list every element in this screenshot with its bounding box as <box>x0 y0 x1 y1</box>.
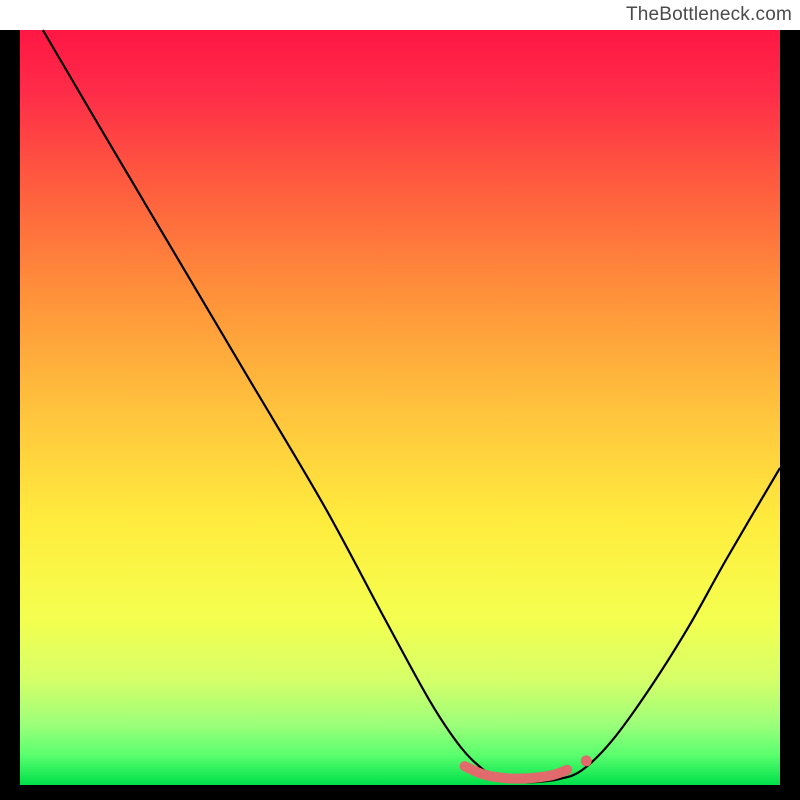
bottleneck-curve-chart <box>0 0 800 800</box>
watermark-text: TheBottleneck.com <box>626 4 792 26</box>
chart-background <box>20 30 780 785</box>
chart-container: TheBottleneck.com <box>0 0 800 800</box>
frame-right <box>780 30 800 800</box>
optimal-point-marker <box>581 755 592 766</box>
frame-bottom <box>0 785 800 800</box>
frame-left <box>0 30 20 800</box>
